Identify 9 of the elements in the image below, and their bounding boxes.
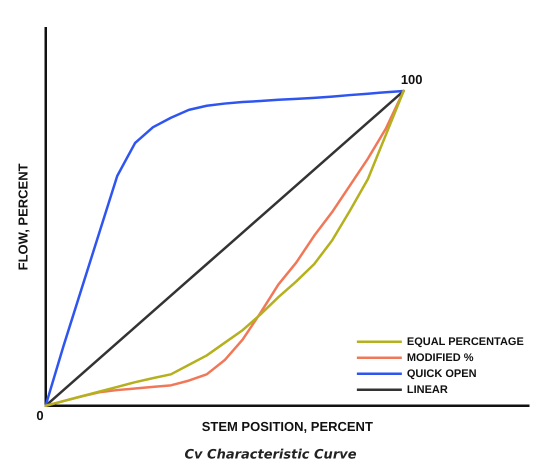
legend-label: MODIFIED %	[406, 352, 474, 364]
x-axis-title: STEM POSITION, PERCENT	[202, 419, 373, 434]
legend-label: QUICK OPEN	[406, 368, 477, 380]
y-axis-title: FLOW, PERCENT	[15, 163, 30, 270]
text: 100	[400, 72, 423, 88]
legend-label: EQUAL PERCENTAGE	[406, 336, 524, 348]
text: 0	[36, 408, 44, 423]
legend-label: LINEAR	[406, 384, 448, 396]
text: Cv Characteristic Curve	[184, 448, 357, 463]
